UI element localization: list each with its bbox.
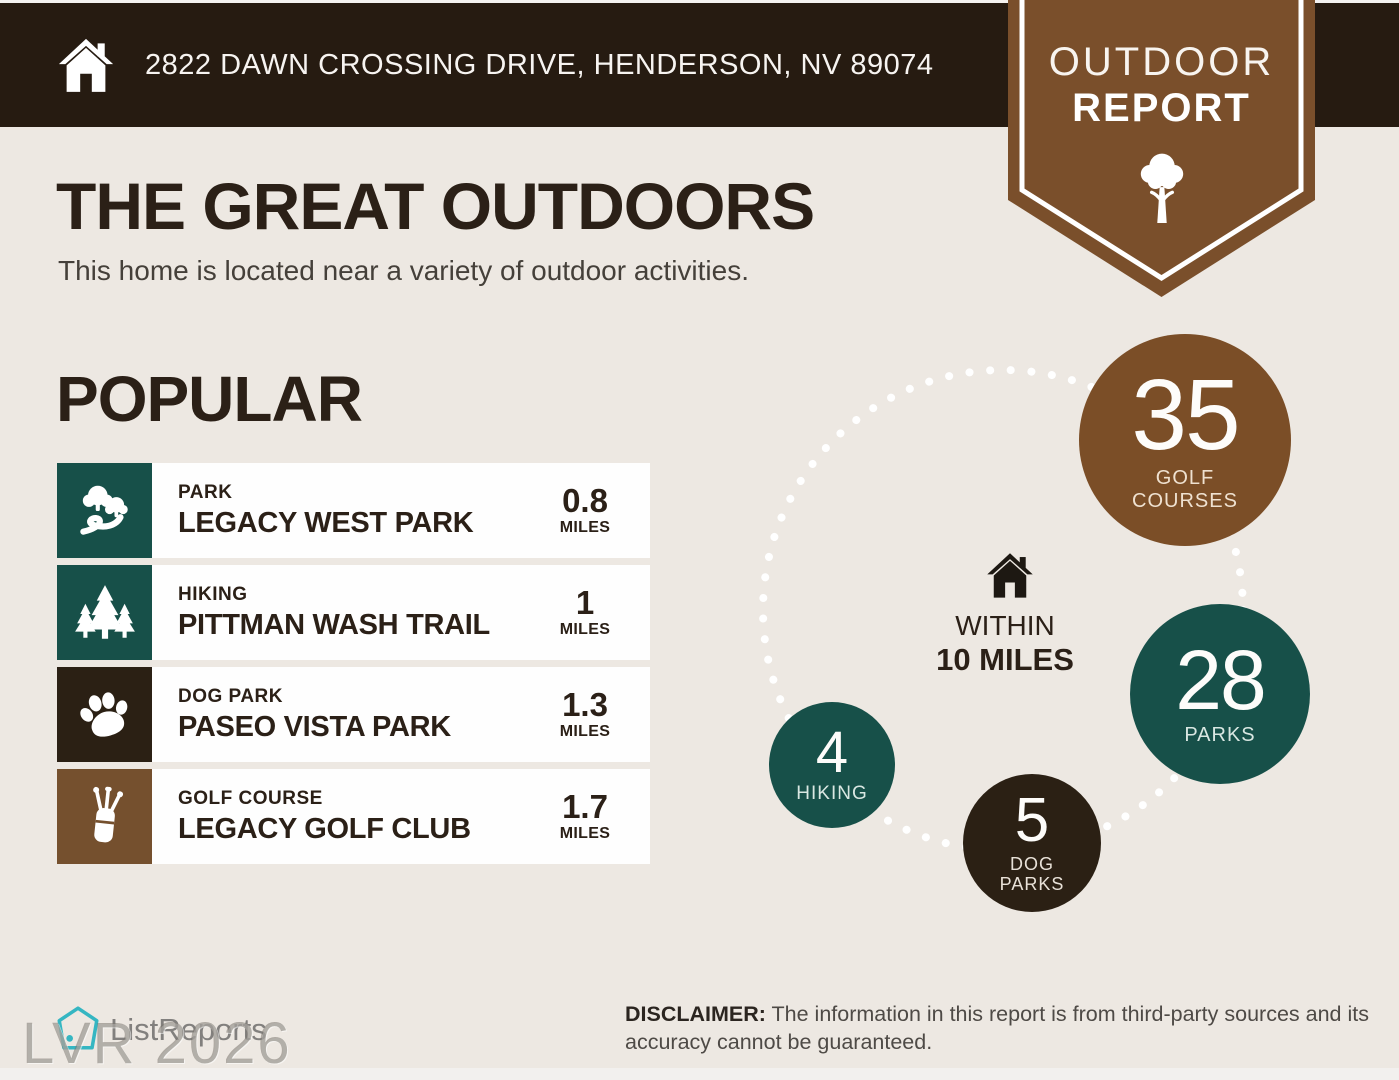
item-distance: 1.7 MILES xyxy=(530,769,640,864)
distance-unit: MILES xyxy=(559,519,611,536)
radius-label-miles: 10 MILES xyxy=(936,642,1074,677)
list-item-hiking: HIKING PITTMAN WASH TRAIL 1 MILES xyxy=(57,565,650,660)
bubble-parks: 28 PARKS xyxy=(1130,604,1310,784)
list-item-text: HIKING PITTMAN WASH TRAIL xyxy=(152,565,490,660)
disclaimer-text: The information in this report is from t… xyxy=(625,1002,1369,1055)
bubble-label: PARKS xyxy=(1184,724,1256,747)
item-distance: 0.8 MILES xyxy=(530,463,640,558)
golf-bag-icon xyxy=(92,786,123,842)
park-tile xyxy=(57,463,152,558)
popular-list: PARK LEGACY WEST PARK 0.8 MILES HIKI xyxy=(57,463,650,871)
item-category: PARK xyxy=(178,481,233,503)
bubble-value: 28 xyxy=(1175,633,1266,728)
badge-title-line1: OUTDOOR xyxy=(1048,40,1275,84)
bubble-hiking: 4 HIKING xyxy=(769,702,895,828)
bubble-dog-parks: 5 DOG PARKS xyxy=(963,774,1101,912)
listreports-brand: ListReports xyxy=(110,1012,267,1047)
popular-heading: POPULAR xyxy=(56,363,363,435)
outdoor-report-badge: OUTDOOR REPORT xyxy=(1008,0,1315,300)
distance-value: 1.3 xyxy=(562,686,608,723)
disclaimer-label: DISCLAIMER: xyxy=(625,1002,766,1026)
item-name: PASEO VISTA PARK xyxy=(178,710,451,743)
tree-icon xyxy=(1140,153,1183,223)
distance-unit: MILES xyxy=(559,621,611,638)
distance-value: 0.8 xyxy=(562,482,608,519)
bottom-strip xyxy=(0,1068,1399,1080)
item-name: PITTMAN WASH TRAIL xyxy=(178,608,490,641)
bubble-value: 5 xyxy=(1014,785,1050,855)
dog-park-tile xyxy=(57,667,152,762)
bubble-value: 35 xyxy=(1131,359,1240,472)
property-address: 2822 DAWN CROSSING DRIVE, HENDERSON, NV … xyxy=(145,48,934,81)
top-strip xyxy=(0,0,1399,3)
item-category: HIKING xyxy=(178,583,248,605)
badge-title-line2: REPORT xyxy=(1072,86,1251,130)
distance-value: 1 xyxy=(575,584,595,621)
page-title: THE GREAT OUTDOORS xyxy=(56,169,815,243)
radius-label-within: WITHIN xyxy=(955,610,1055,641)
bubble-label: HIKING xyxy=(796,783,868,805)
list-item-text: GOLF COURSE LEGACY GOLF CLUB xyxy=(152,769,471,864)
pine-trees-icon xyxy=(74,584,135,639)
item-distance: 1.3 MILES xyxy=(530,667,640,762)
home-icon xyxy=(58,38,114,92)
bubble-value: 4 xyxy=(815,720,849,786)
distance-unit: MILES xyxy=(559,825,611,842)
bubble-label: DOG PARKS xyxy=(999,853,1065,894)
list-item-text: DOG PARK PASEO VISTA PARK xyxy=(152,667,451,762)
home-icon xyxy=(987,553,1033,598)
item-distance: 1 MILES xyxy=(530,565,640,660)
bubble-label: GOLF COURSES xyxy=(1132,467,1238,512)
item-category: DOG PARK xyxy=(178,685,283,707)
list-item-text: PARK LEGACY WEST PARK xyxy=(152,463,474,558)
list-item-park: PARK LEGACY WEST PARK 0.8 MILES xyxy=(57,463,650,558)
golf-tile xyxy=(57,769,152,864)
disclaimer: DISCLAIMER: The information in this repo… xyxy=(625,1000,1390,1057)
badge-pennant-shape xyxy=(1008,0,1315,297)
list-item-dog-park: DOG PARK PASEO VISTA PARK 1.3 MILES xyxy=(57,667,650,762)
watermark: LVR 2026 xyxy=(22,1011,292,1076)
page-subtitle: This home is located near a variety of o… xyxy=(58,255,750,286)
item-category: GOLF COURSE xyxy=(178,787,323,809)
hiking-tile xyxy=(57,565,152,660)
park-icon xyxy=(79,485,128,535)
listreports-logo-icon xyxy=(57,1006,99,1050)
item-name: LEGACY GOLF CLUB xyxy=(178,812,471,845)
bubble-golf-courses: 35 GOLF COURSES xyxy=(1079,334,1291,546)
distance-value: 1.7 xyxy=(562,788,608,825)
list-item-golf: GOLF COURSE LEGACY GOLF CLUB 1.7 MILES xyxy=(57,769,650,864)
item-name: LEGACY WEST PARK xyxy=(178,506,474,539)
paw-icon xyxy=(79,691,127,737)
distance-unit: MILES xyxy=(559,723,611,740)
